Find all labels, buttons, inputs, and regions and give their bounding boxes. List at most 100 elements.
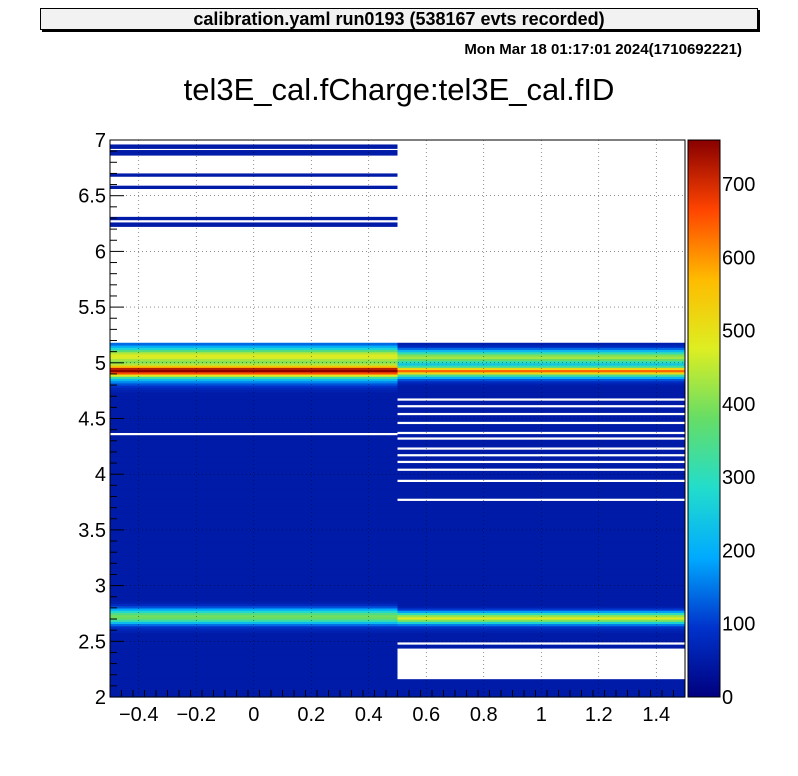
x-tick-label: 0.2: [297, 704, 325, 726]
heatmap-cell: [110, 185, 398, 190]
heatmap-cell: [110, 460, 398, 464]
heatmap-cell: [110, 454, 398, 457]
heatmap-cell: [110, 489, 398, 493]
heatmap-cell: [397, 485, 685, 489]
heatmap-cell: [397, 607, 685, 611]
heatmap-cell: [397, 630, 685, 633]
heatmap-cell: [397, 371, 685, 375]
heatmap-cell: [397, 585, 685, 589]
heatmap-cell: [110, 416, 398, 420]
heatmap-cell: [110, 358, 398, 362]
heatmap-cell: [110, 565, 398, 569]
heatmap-cell: [110, 681, 398, 685]
heatmap-cell: [397, 541, 685, 544]
heatmap-cell: [110, 378, 398, 382]
heatmap-cell: [110, 561, 398, 564]
heatmap-cell: [110, 434, 398, 437]
x-tick-label: 1: [536, 704, 547, 726]
heatmap-cell: [397, 509, 685, 513]
y-tick-label: 3: [95, 576, 106, 598]
heatmap-cell: [397, 520, 685, 524]
heatmap-cell: [110, 492, 398, 495]
x-tick-label: 0.8: [470, 704, 498, 726]
heatmap-cell: [110, 391, 398, 395]
empty-bin-gap: [110, 432, 398, 436]
timestamp: Mon Mar 18 01:17:01 2024(1710692221): [464, 41, 742, 58]
heatmap-cell: [110, 581, 398, 584]
heatmap-cell: [397, 601, 685, 605]
heatmap-cell: [110, 369, 398, 373]
heatmap-cell: [110, 512, 398, 515]
empty-bin-gap: [397, 421, 685, 425]
color-scale-label: 400: [722, 394, 755, 416]
heatmap-cell: [397, 480, 685, 484]
heatmap-cell: [110, 465, 398, 469]
heatmap-cell: [110, 353, 398, 357]
empty-bin-gap: [397, 412, 685, 416]
heatmap-cell: [110, 690, 398, 694]
heatmap-cell: [397, 581, 685, 584]
heatmap-cell: [110, 438, 398, 442]
heatmap-cell: [110, 371, 398, 375]
heatmap-cell: [110, 652, 398, 656]
heatmap-cell: [110, 688, 398, 691]
heatmap-cell: [110, 636, 398, 640]
heatmap-cell: [397, 536, 685, 540]
heatmap-cell: [397, 351, 685, 355]
heatmap-cell: [397, 692, 685, 696]
heatmap-cell: [397, 627, 685, 631]
heatmap-cell: [397, 389, 685, 393]
heatmap-cell: [110, 545, 398, 549]
heatmap-cell: [110, 650, 398, 654]
heatmap-cell: [397, 393, 685, 397]
heatmap-cell: [397, 360, 685, 364]
heatmap-cell: [110, 592, 398, 596]
heatmap-cell: [110, 547, 398, 551]
x-tick-label: 0.6: [412, 704, 440, 726]
heatmap-cell: [110, 661, 398, 665]
heatmap-cell: [110, 405, 398, 408]
heatmap-cell: [110, 396, 398, 400]
heatmap-cell: [110, 360, 398, 364]
heatmap-cell: [110, 393, 398, 397]
heatmap-cell: [397, 645, 685, 649]
heatmap-cell: [397, 554, 685, 558]
heatmap-cell: [397, 612, 685, 616]
heatmap-cell: [110, 574, 398, 578]
heatmap-cell: [110, 627, 398, 631]
heatmap-cell: [397, 512, 685, 515]
heatmap-cell: [110, 469, 398, 473]
heatmap-cell: [397, 596, 685, 600]
heatmap-cell: [110, 590, 398, 593]
heatmap-cell: [110, 587, 398, 591]
heatmap-cell: [110, 411, 398, 415]
heatmap-cell: [397, 365, 685, 368]
heatmap-cell: [110, 525, 398, 529]
heatmap-cell: [110, 349, 398, 353]
heatmap-cell: [110, 520, 398, 524]
heatmap-cell: [397, 514, 685, 518]
empty-bin-gap: [397, 454, 685, 457]
empty-bin-gap: [397, 468, 685, 471]
heatmap-cell: [397, 456, 685, 460]
heatmap-cell: [397, 369, 685, 373]
heatmap-cell: [110, 670, 398, 674]
heatmap-cell: [110, 610, 398, 613]
heatmap-cell: [110, 144, 398, 149]
heatmap-cell: [110, 173, 398, 177]
heatmap-cell: [110, 536, 398, 540]
heatmap-cell: [397, 685, 685, 689]
heatmap-cell: [110, 480, 398, 484]
empty-bin-gap: [397, 437, 685, 440]
heatmap-cell: [110, 692, 398, 696]
heatmap-cell: [110, 445, 398, 449]
y-tick-label: 2.5: [78, 631, 106, 653]
heatmap-cell: [397, 476, 685, 480]
heatmap-cell: [397, 449, 685, 453]
heatmap-cell: [110, 630, 398, 633]
heatmap-cell: [110, 409, 398, 413]
heatmap-cell: [110, 570, 398, 573]
heatmap-cells: [110, 144, 685, 698]
heatmap-cell: [110, 389, 398, 393]
